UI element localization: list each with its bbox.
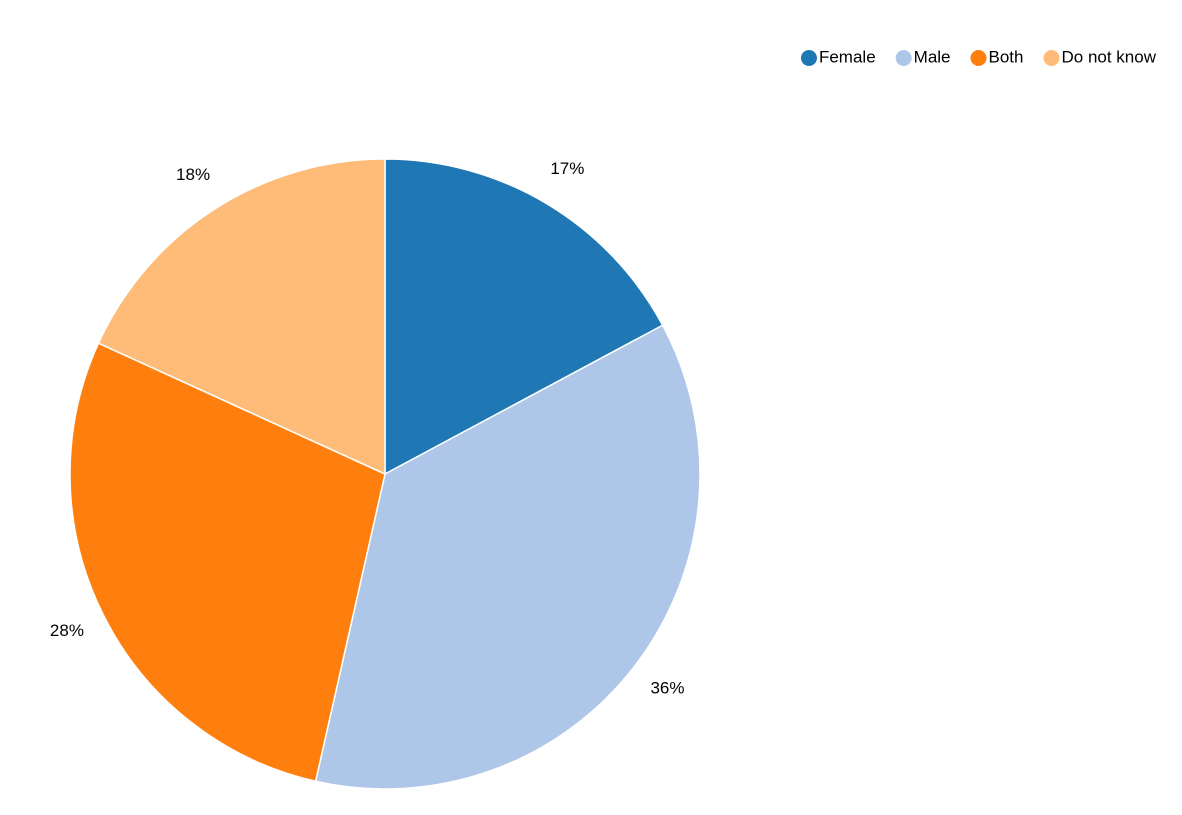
slice-label-male: 36% bbox=[650, 678, 684, 697]
legend-marker-both bbox=[970, 50, 987, 66]
pie-slice-female bbox=[384, 158, 664, 476]
legend-item-do-not-know[interactable]: Do not know bbox=[1043, 47, 1157, 66]
slice-label-both: 28% bbox=[50, 621, 84, 640]
legend-label-male: Male bbox=[914, 47, 951, 66]
legend: Female Male Both Do not know bbox=[800, 47, 1157, 66]
legend-label-female: Female bbox=[819, 47, 876, 66]
pie-slice-do-not-know bbox=[97, 158, 386, 476]
pie-slice-male bbox=[314, 324, 701, 790]
legend-item-male[interactable]: Male bbox=[895, 47, 951, 66]
legend-item-both[interactable]: Both bbox=[970, 47, 1024, 66]
pie-slices bbox=[69, 158, 701, 790]
legend-marker-female bbox=[800, 50, 817, 66]
slice-label-do-not-know: 18% bbox=[176, 165, 210, 184]
legend-label-do-not-know: Do not know bbox=[1062, 47, 1157, 66]
legend-marker-do-not-know bbox=[1043, 50, 1060, 66]
legend-item-female[interactable]: Female bbox=[800, 47, 876, 66]
pie-slice-both bbox=[69, 342, 386, 783]
legend-marker-male bbox=[895, 50, 912, 66]
slice-label-female: 17% bbox=[550, 159, 584, 178]
legend-label-both: Both bbox=[989, 47, 1024, 66]
slice-percentage-labels: 17% 36% 28% 18% bbox=[50, 159, 685, 698]
